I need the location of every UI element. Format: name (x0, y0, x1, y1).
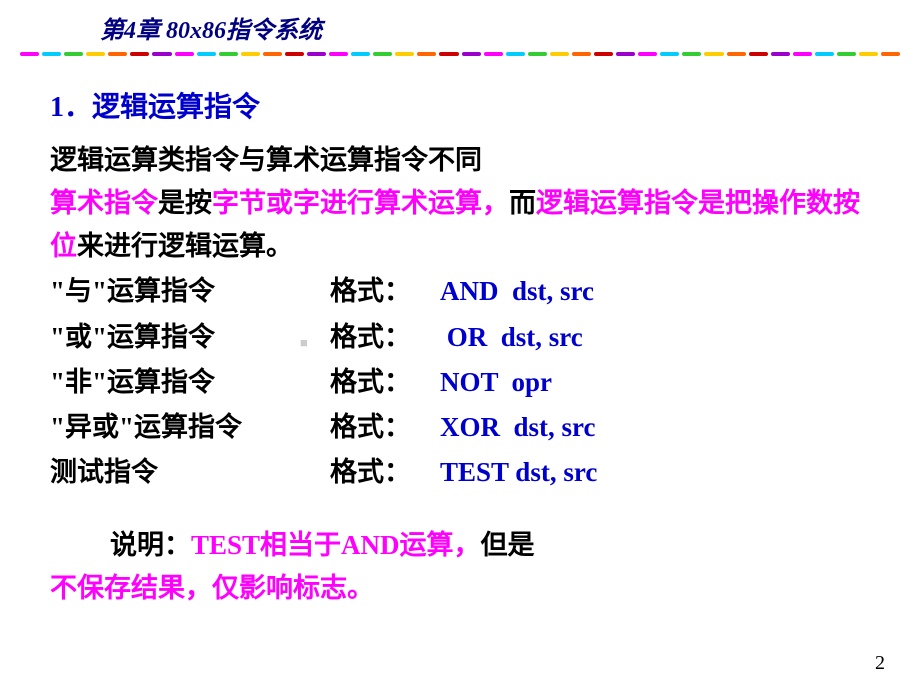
rainbow-divider (20, 52, 900, 56)
divider-dash (64, 52, 83, 56)
format-label: 格式： (330, 270, 440, 313)
divider-dash (704, 52, 723, 56)
divider-dash (550, 52, 569, 56)
divider-dash (86, 52, 105, 56)
text-seg: 字节或字进行算术运算， (212, 188, 509, 218)
instruction-name: "异或"运算指令 (50, 406, 330, 449)
divider-dash (815, 52, 834, 56)
instruction-opcode: XOR dst, src (440, 406, 870, 449)
text-seg: 而 (509, 188, 536, 218)
note-line1: 说明：TEST相当于AND运算，但是 (110, 524, 870, 567)
divider-dash (462, 52, 481, 56)
note-line2: 不保存结果，仅影响标志。 (50, 567, 870, 610)
section-name: 逻辑运算指令 (92, 92, 260, 123)
divider-dash (219, 52, 238, 56)
divider-dash (793, 52, 812, 56)
intro-line1: 逻辑运算类指令与算术运算指令不同 (50, 139, 870, 182)
divider-dash (285, 52, 304, 56)
chapter-header: 第4章 80x86指令系统 (0, 0, 920, 50)
divider-dash (395, 52, 414, 56)
divider-dash (152, 52, 171, 56)
note-prefix: 说明： (110, 530, 191, 560)
section-title: 1．逻辑运算指令 (50, 86, 870, 131)
note-text: 但是 (481, 530, 535, 560)
divider-dash (241, 52, 260, 56)
divider-dash (439, 52, 458, 56)
format-label: 格式： (330, 316, 440, 359)
watermark: ■ (300, 335, 314, 350)
instruction-name: "或"运算指令 (50, 316, 330, 359)
divider-dash (484, 52, 503, 56)
format-label: 格式： (330, 406, 440, 449)
divider-dash (197, 52, 216, 56)
divider-dash (727, 52, 746, 56)
divider-dash (175, 52, 194, 56)
divider-dash (417, 52, 436, 56)
divider-dash (572, 52, 591, 56)
divider-dash (351, 52, 370, 56)
divider-dash (130, 52, 149, 56)
instruction-opcode: TEST dst, src (440, 451, 870, 494)
text-seg: 来进行逻辑运算。 (77, 231, 293, 261)
note-block: 说明：TEST相当于AND运算，但是 不保存结果，仅影响标志。 (50, 524, 870, 610)
divider-dash (506, 52, 525, 56)
divider-dash (638, 52, 657, 56)
instruction-row: "或"运算指令格式： OR dst, src (50, 316, 870, 359)
instruction-name: "非"运算指令 (50, 361, 330, 404)
divider-dash (108, 52, 127, 56)
divider-dash (263, 52, 282, 56)
instruction-opcode: NOT opr (440, 361, 870, 404)
divider-dash (749, 52, 768, 56)
divider-dash (528, 52, 547, 56)
page-number: 2 (875, 652, 885, 675)
divider-dash (42, 52, 61, 56)
format-label: 格式： (330, 451, 440, 494)
instruction-row: "异或"运算指令格式：XOR dst, src (50, 406, 870, 449)
slide-content: 1．逻辑运算指令 逻辑运算类指令与算术运算指令不同 算术指令是按字节或字进行算术… (0, 76, 920, 611)
instruction-opcode: OR dst, src (440, 316, 870, 359)
divider-dash (859, 52, 878, 56)
intro-line2: 算术指令是按字节或字进行算术运算，而逻辑运算指令是把操作数按位来进行逻辑运算。 (50, 182, 870, 268)
text-seg: 算术指令 (50, 188, 158, 218)
divider-dash (373, 52, 392, 56)
instruction-name: "与"运算指令 (50, 270, 330, 313)
instruction-name: 测试指令 (50, 451, 330, 494)
divider-dash (660, 52, 679, 56)
divider-dash (682, 52, 701, 56)
instruction-list: "与"运算指令格式：AND dst, src"或"运算指令格式： OR dst,… (50, 270, 870, 494)
format-label: 格式： (330, 361, 440, 404)
instruction-row: "与"运算指令格式：AND dst, src (50, 270, 870, 313)
instruction-opcode: AND dst, src (440, 270, 870, 313)
section-number: 1． (50, 92, 92, 123)
instruction-row: "非"运算指令格式：NOT opr (50, 361, 870, 404)
text-seg: 是按 (158, 188, 212, 218)
divider-dash (771, 52, 790, 56)
divider-dash (329, 52, 348, 56)
divider-dash (837, 52, 856, 56)
divider-dash (616, 52, 635, 56)
note-text: TEST相当于AND运算， (191, 530, 481, 560)
divider-dash (307, 52, 326, 56)
divider-dash (881, 52, 900, 56)
divider-dash (20, 52, 39, 56)
divider-dash (594, 52, 613, 56)
instruction-row: 测试指令格式：TEST dst, src (50, 451, 870, 494)
